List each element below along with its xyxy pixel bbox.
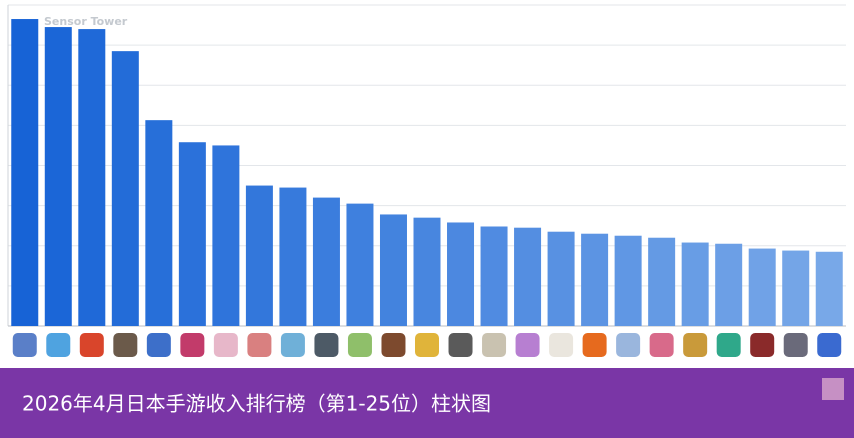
bar xyxy=(782,250,810,326)
app-icon xyxy=(113,333,138,357)
app-icon xyxy=(79,333,104,357)
bar xyxy=(11,19,39,326)
app-icon xyxy=(12,333,37,357)
app-icon xyxy=(415,333,439,357)
caption: 2026年4月日本手游收入排行榜（第1-25位）柱状图 xyxy=(22,392,491,416)
app-icon xyxy=(146,333,171,357)
bar xyxy=(514,227,542,326)
bar xyxy=(681,242,709,326)
app-icon xyxy=(683,333,708,357)
bar xyxy=(715,243,743,326)
bar xyxy=(346,203,374,326)
app-icon xyxy=(46,333,71,357)
bar xyxy=(581,233,609,326)
bar xyxy=(145,120,173,326)
app-icon xyxy=(783,333,808,357)
app-icon xyxy=(347,333,372,357)
app-icon xyxy=(247,333,272,357)
bar xyxy=(748,248,776,326)
app-icon xyxy=(716,333,741,357)
corner-badge xyxy=(822,378,844,400)
bar xyxy=(614,235,642,326)
app-icon xyxy=(381,333,406,357)
bar xyxy=(815,251,843,326)
bar xyxy=(44,27,72,326)
app-icon xyxy=(180,333,205,357)
bar xyxy=(480,226,508,326)
app-icon xyxy=(817,333,842,357)
bar xyxy=(413,217,441,326)
bar xyxy=(279,187,307,326)
app-icon xyxy=(750,333,775,357)
bar xyxy=(78,29,106,326)
app-icon xyxy=(448,333,473,357)
bar xyxy=(379,214,407,326)
app-icon xyxy=(280,333,305,357)
app-icon xyxy=(616,333,641,357)
bar xyxy=(111,51,139,327)
caption-banner xyxy=(0,368,854,438)
app-icon xyxy=(649,333,674,357)
bar xyxy=(178,142,206,326)
app-icon xyxy=(515,333,540,357)
bar xyxy=(447,222,475,326)
app-icon xyxy=(549,333,574,357)
watermark: Sensor Tower xyxy=(44,15,128,28)
bar xyxy=(245,185,273,326)
app-icon xyxy=(213,333,238,357)
bar xyxy=(212,145,240,326)
app-icon xyxy=(582,333,607,357)
app-icon xyxy=(314,333,339,357)
bar xyxy=(547,231,575,326)
bar xyxy=(312,197,340,326)
app-icon xyxy=(482,333,507,357)
bar xyxy=(648,237,676,326)
